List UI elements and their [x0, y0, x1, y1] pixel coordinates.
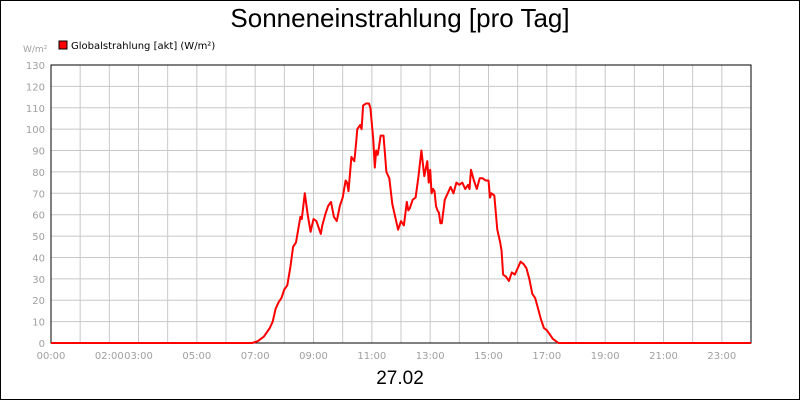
axis-layer: 0 10 20 30 40 50 60 70 80 90 100 110 120 130 00:00 02:0… — [23, 45, 752, 362]
x-tick-label: 03:00 — [124, 351, 153, 362]
y-tick-label: 30 — [32, 275, 45, 286]
x-tick-label: 15:00 — [474, 351, 503, 362]
x-tick-label: 11:00 — [357, 351, 386, 362]
y-tick-label: 10 — [32, 318, 45, 329]
x-tick-label: 17:00 — [532, 351, 561, 362]
series-layer — [51, 102, 751, 344]
y-tick-label: 110 — [26, 104, 45, 115]
legend: Globalstrahlung [akt] (W/m²) — [58, 40, 215, 52]
y-tick-label: 60 — [32, 211, 45, 222]
x-tick-label: 19:00 — [591, 351, 620, 362]
y-tick-label: 130 — [26, 61, 45, 72]
plot-border — [50, 64, 752, 344]
x-tick-label: 21:00 — [649, 351, 678, 362]
y-axis-unit: W/m² — [23, 45, 48, 55]
legend-label: Globalstrahlung [akt] (W/m²) — [71, 41, 215, 52]
grid-layer — [51, 64, 751, 344]
y-tick-label: 80 — [32, 168, 45, 179]
legend-swatch — [58, 40, 68, 50]
x-tick-label: 05:00 — [182, 351, 211, 362]
x-tick-label: 02:00 — [95, 351, 124, 362]
y-tick-label: 50 — [32, 232, 45, 243]
x-tick-label: 07:00 — [241, 351, 270, 362]
x-tick-label: 00:00 — [37, 351, 66, 362]
x-tick-label: 13:00 — [416, 351, 445, 362]
y-tick-label: 90 — [32, 147, 45, 158]
chart-title: Sonneneinstrahlung [pro Tag] — [230, 3, 570, 33]
x-tick-label: 09:00 — [299, 351, 328, 362]
x-tick-label: 23:00 — [707, 351, 736, 362]
series-line — [51, 102, 751, 344]
y-tick-label: 120 — [26, 82, 45, 93]
y-tick-label: 70 — [32, 189, 45, 200]
y-tick-label: 100 — [26, 125, 45, 136]
y-tick-label: 0 — [39, 339, 45, 350]
y-tick-label: 20 — [32, 296, 45, 307]
x-axis-label: 27.02 — [376, 368, 424, 389]
y-tick-label: 40 — [32, 253, 45, 264]
